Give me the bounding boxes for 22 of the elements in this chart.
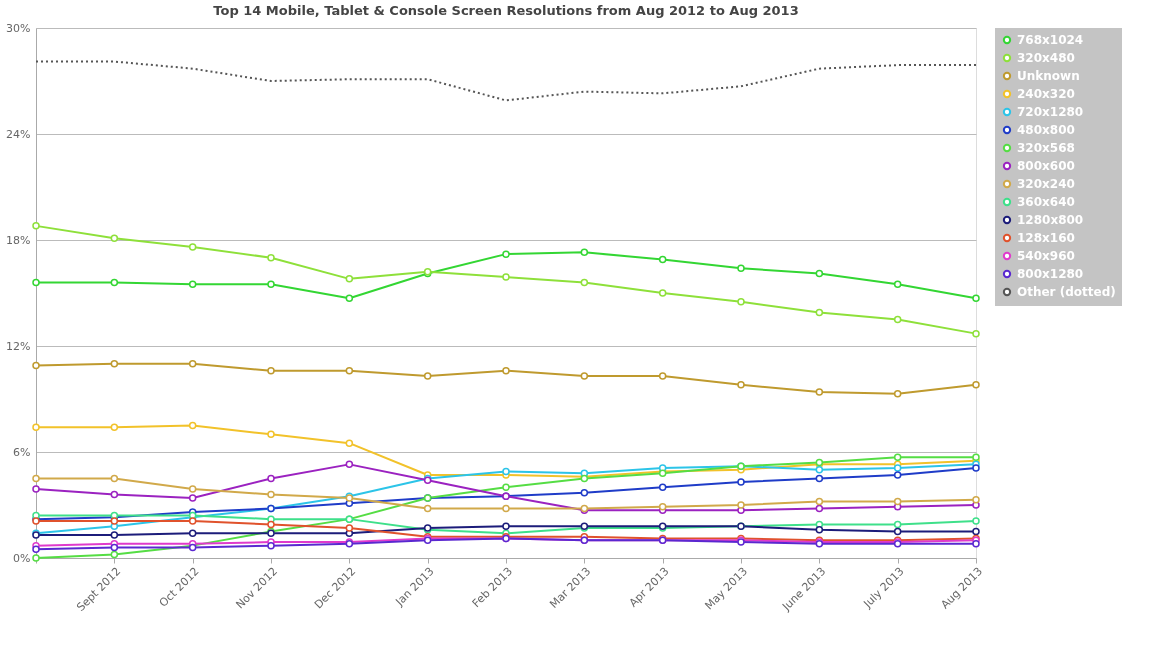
y-tick-label: 0% — [13, 551, 31, 565]
legend-label: 240x320 — [1017, 87, 1075, 101]
legend-label: 128x160 — [1017, 231, 1075, 245]
y-tick-label: 24% — [6, 127, 31, 141]
legend-label: Unknown — [1017, 69, 1080, 83]
legend-label: 360x640 — [1017, 195, 1075, 209]
legend-label: 540x960 — [1017, 249, 1075, 263]
y-tick-label: 30% — [6, 21, 31, 35]
legend-label: Other (dotted) — [1017, 285, 1116, 299]
legend-label: 800x600 — [1017, 159, 1075, 173]
y-tick-label: 12% — [6, 339, 31, 353]
legend-label: 480x800 — [1017, 123, 1075, 137]
legend-label: 320x568 — [1017, 141, 1075, 155]
legend-label: 320x480 — [1017, 51, 1075, 65]
y-tick-label: 6% — [13, 445, 31, 459]
y-tick-label: 18% — [6, 233, 31, 247]
legend-label: 720x1280 — [1017, 105, 1084, 119]
legend-label: 320x240 — [1017, 177, 1075, 191]
legend-label: 1280x800 — [1017, 213, 1084, 227]
chart-title: Top 14 Mobile, Tablet & Console Screen Resolutions from Aug 2012 to Aug 2013 — [213, 3, 799, 18]
legend-label: 768x1024 — [1017, 33, 1084, 47]
legend-label: 800x1280 — [1017, 267, 1084, 281]
